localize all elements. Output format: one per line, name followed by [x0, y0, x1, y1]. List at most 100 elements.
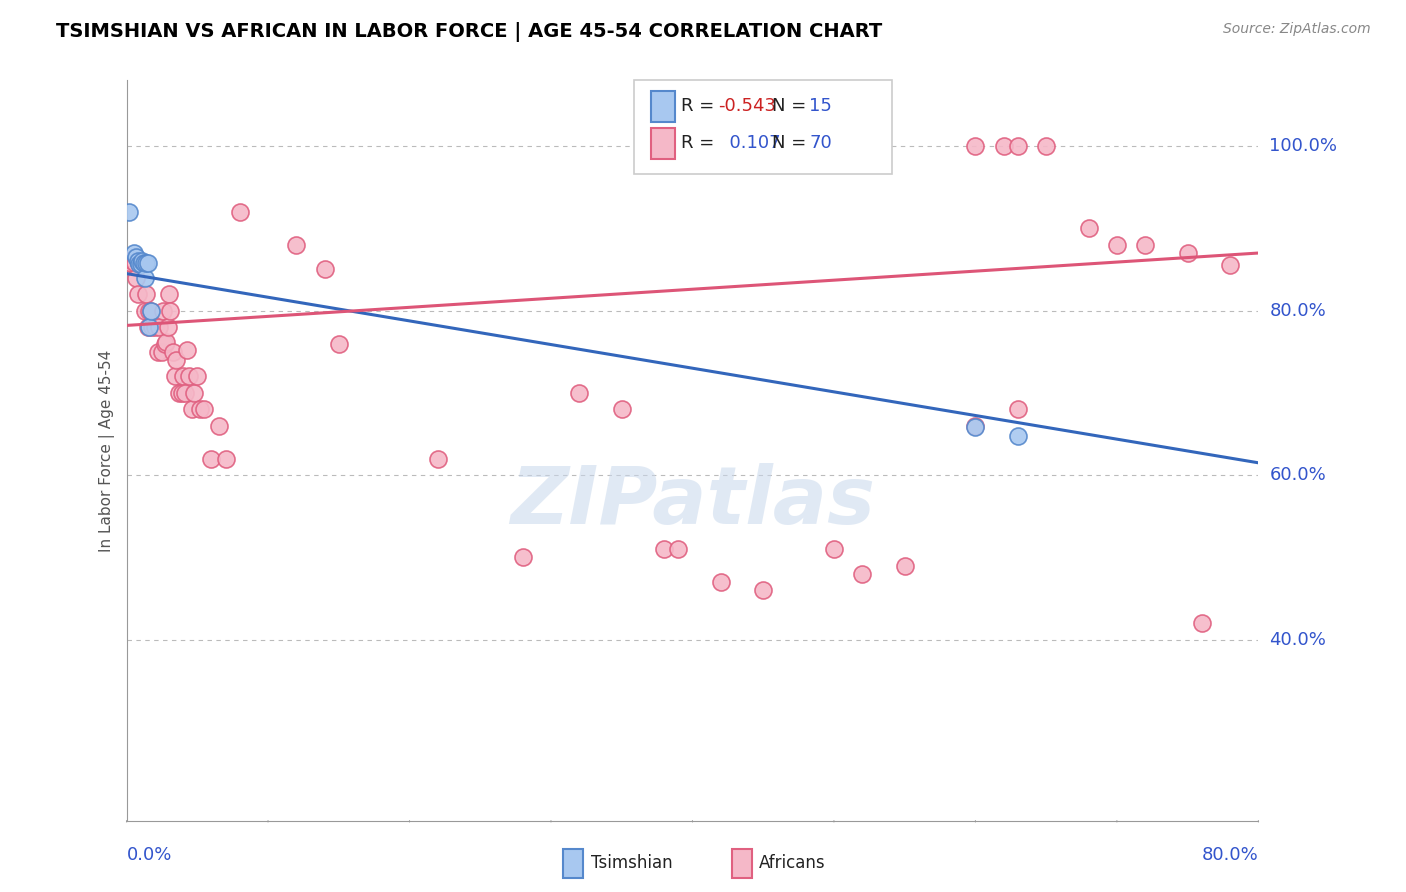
Text: 60.0%: 60.0% [1270, 467, 1326, 484]
Point [138, 303, 160, 318]
Point [136, 320, 159, 334]
Point [135, 256, 157, 270]
Point [127, 254, 149, 268]
Point [134, 303, 156, 318]
Point [131, 254, 153, 268]
Point [155, 334, 177, 349]
Point [139, 303, 162, 318]
Point [138, 320, 160, 334]
Point [965, 420, 987, 434]
Point [1105, 237, 1128, 252]
Y-axis label: In Labor Force | Age 45-54: In Labor Force | Age 45-54 [100, 350, 115, 551]
Point [156, 320, 179, 334]
Point [823, 542, 845, 557]
Point [124, 256, 146, 270]
Point [1035, 139, 1057, 153]
Point [183, 385, 205, 400]
Point [120, 256, 142, 270]
Point [127, 287, 149, 301]
Point [965, 418, 987, 433]
Point [162, 344, 184, 359]
Point [1177, 246, 1199, 260]
Point [188, 402, 211, 417]
Text: Source: ZipAtlas.com: Source: ZipAtlas.com [1223, 22, 1371, 37]
Text: 70: 70 [808, 134, 832, 153]
Point [1007, 402, 1029, 417]
Point [120, 256, 142, 270]
Point [141, 320, 163, 334]
Point [328, 336, 350, 351]
Text: R =: R = [681, 97, 720, 115]
Point [993, 139, 1015, 153]
Text: TSIMSHIAN VS AFRICAN IN LABOR FORCE | AGE 45-54 CORRELATION CHART: TSIMSHIAN VS AFRICAN IN LABOR FORCE | AG… [56, 22, 883, 42]
Point [228, 205, 252, 219]
Text: 0.107: 0.107 [718, 134, 782, 153]
Text: Tsimshian: Tsimshian [591, 855, 672, 872]
Point [120, 256, 142, 270]
Text: 0.0%: 0.0% [127, 846, 172, 863]
Point [132, 256, 155, 270]
Point [285, 237, 308, 252]
Point [129, 257, 152, 271]
Point [120, 252, 142, 267]
Point [172, 369, 194, 384]
Point [163, 369, 186, 384]
Point [153, 336, 176, 351]
Point [122, 246, 145, 260]
Text: 40.0%: 40.0% [1270, 631, 1326, 648]
Text: 100.0%: 100.0% [1270, 137, 1337, 155]
Point [965, 139, 987, 153]
Point [1135, 237, 1157, 252]
Point [134, 270, 156, 285]
Point [666, 542, 689, 557]
Text: ZIPatlas: ZIPatlas [510, 463, 875, 541]
Point [135, 287, 157, 301]
Point [851, 566, 873, 581]
Point [314, 262, 336, 277]
Point [207, 418, 229, 433]
Point [710, 575, 733, 590]
Text: Africans: Africans [759, 855, 825, 872]
Point [125, 270, 148, 285]
Point [610, 402, 633, 417]
Point [1191, 616, 1213, 631]
Point [512, 550, 534, 565]
Point [146, 344, 169, 359]
Point [139, 303, 162, 318]
Point [200, 451, 222, 466]
Text: 80.0%: 80.0% [1202, 846, 1258, 863]
Point [1077, 221, 1099, 235]
Point [752, 583, 775, 598]
Point [176, 343, 198, 357]
Text: 15: 15 [808, 97, 832, 115]
Point [893, 558, 915, 573]
Point [426, 451, 449, 466]
Point [118, 205, 141, 219]
Point [170, 385, 193, 400]
Point [177, 369, 200, 384]
Text: N =: N = [772, 97, 811, 115]
Point [143, 320, 166, 334]
Text: 80.0%: 80.0% [1270, 301, 1326, 319]
Text: N =: N = [772, 134, 811, 153]
Point [180, 402, 202, 417]
Point [128, 256, 150, 270]
Point [152, 303, 174, 318]
Point [148, 320, 170, 334]
Point [652, 542, 675, 557]
Point [129, 256, 152, 270]
Point [150, 344, 173, 359]
Point [159, 303, 181, 318]
Point [568, 385, 591, 400]
Text: -0.543: -0.543 [718, 97, 776, 115]
Point [173, 385, 195, 400]
Point [132, 256, 155, 270]
Point [1219, 259, 1241, 273]
Point [136, 256, 159, 270]
Point [128, 257, 150, 271]
Point [186, 369, 208, 384]
Point [193, 402, 215, 417]
Text: R =: R = [681, 134, 720, 153]
Point [165, 353, 187, 368]
Point [167, 385, 190, 400]
